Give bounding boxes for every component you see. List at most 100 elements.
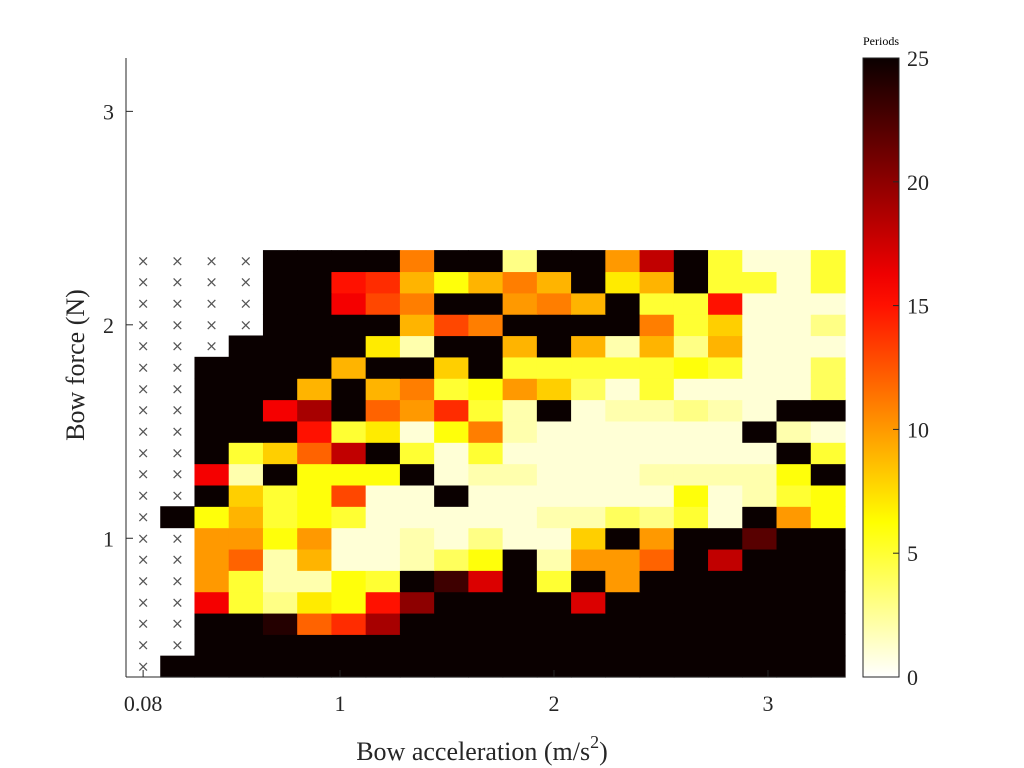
heatmap-cell	[194, 463, 230, 486]
heatmap-cell	[399, 548, 435, 571]
heatmap-cell	[810, 634, 846, 657]
heatmap-cell	[262, 506, 298, 529]
heatmap-cell	[331, 634, 367, 657]
heatmap-cell	[673, 292, 709, 315]
heatmap-cell	[639, 442, 675, 465]
colorbar-tick-label: 15	[907, 294, 929, 319]
heatmap-cell	[262, 484, 298, 507]
heatmap-cell	[776, 634, 812, 657]
heatmap-cell	[262, 378, 298, 401]
heatmap-cell	[160, 506, 196, 529]
heatmap-cell	[673, 314, 709, 337]
heatmap-cell	[708, 442, 743, 465]
heatmap-cell	[297, 570, 333, 593]
heatmap-cell	[297, 356, 333, 379]
heatmap-cell	[742, 570, 778, 593]
no-data-marker: ×	[171, 401, 184, 419]
heatmap-cell	[194, 420, 230, 443]
heatmap-cell	[571, 506, 606, 529]
heatmap-cell	[708, 484, 743, 507]
y-tick-label: 2	[103, 313, 114, 338]
heatmap-cell	[742, 378, 778, 401]
heatmap-cell	[571, 612, 606, 635]
no-data-marker: ×	[137, 593, 150, 611]
heatmap-cell	[262, 292, 298, 315]
heatmap-cell	[331, 506, 367, 529]
heatmap-cell	[708, 548, 743, 571]
heatmap-cell	[331, 378, 367, 401]
heatmap-cell	[605, 570, 641, 593]
heatmap-cell	[399, 399, 435, 422]
heatmap-cell	[331, 463, 367, 486]
no-data-marker: ×	[171, 380, 184, 398]
heatmap-cell	[536, 314, 572, 337]
heatmap-cell	[502, 612, 538, 635]
heatmap-cell	[536, 399, 572, 422]
heatmap-cell	[571, 634, 606, 657]
colorbar-tick-label: 20	[907, 170, 929, 195]
heatmap-cell	[194, 591, 230, 614]
heatmap-cell	[708, 399, 743, 422]
heatmap-cell	[297, 378, 333, 401]
heatmap-cell	[331, 591, 367, 614]
no-data-marker: ×	[240, 273, 253, 291]
heatmap-cell	[399, 314, 435, 337]
no-data-marker: ×	[137, 636, 150, 654]
heatmap-cell	[673, 250, 709, 273]
heatmap-cell	[742, 527, 778, 550]
heatmap-cell	[571, 442, 606, 465]
heatmap-cell	[605, 292, 641, 315]
heatmap-cell	[605, 314, 641, 337]
heatmap-cell	[297, 250, 333, 273]
heatmap-cell	[434, 356, 469, 379]
heatmap-cell	[708, 292, 743, 315]
heatmap-cell	[399, 527, 435, 550]
heatmap-cell	[331, 570, 367, 593]
heatmap-cell	[262, 271, 298, 294]
heatmap-cell	[742, 292, 778, 315]
no-data-marker: ×	[171, 359, 184, 377]
heatmap-cell	[468, 356, 504, 379]
heatmap-cell	[605, 527, 641, 550]
heatmap-cell	[365, 420, 401, 443]
heatmap-cell	[571, 484, 606, 507]
heatmap-cell	[673, 570, 709, 593]
heatmap-cell	[297, 506, 333, 529]
heatmap-cell	[673, 655, 709, 678]
heatmap-cell	[365, 655, 401, 678]
heatmap-cell	[536, 442, 572, 465]
heatmap-cell	[468, 314, 504, 337]
heatmap-cell	[536, 612, 572, 635]
no-data-marker: ×	[137, 401, 150, 419]
heatmap-cell	[399, 378, 435, 401]
heatmap-cell	[536, 463, 572, 486]
no-data-marker: ×	[171, 465, 184, 483]
heatmap-cell	[502, 378, 538, 401]
heatmap-cell	[639, 271, 675, 294]
heatmap-cell	[742, 314, 778, 337]
heatmap-cell	[776, 335, 812, 358]
heatmap-cell	[297, 612, 333, 635]
no-data-marker: ×	[137, 615, 150, 633]
heatmap-cell	[673, 356, 709, 379]
no-data-marker: ×	[137, 444, 150, 462]
no-data-marker: ×	[137, 252, 150, 270]
heatmap-cell	[673, 527, 709, 550]
colorbar-tick-label: 0	[907, 665, 918, 690]
heatmap-cell	[708, 570, 743, 593]
heatmap-cell	[365, 442, 401, 465]
heatmap-cell	[708, 314, 743, 337]
heatmap-cell	[810, 612, 846, 635]
heatmap-cell	[571, 314, 606, 337]
y-tick-label: 3	[103, 99, 114, 124]
no-data-marker: ×	[137, 551, 150, 569]
heatmap-cell	[194, 506, 230, 529]
heatmap-cell	[536, 271, 572, 294]
heatmap-cell	[673, 463, 709, 486]
heatmap-cell	[468, 420, 504, 443]
heatmap-cell	[810, 548, 846, 571]
heatmap-cell	[502, 250, 538, 273]
no-data-marker: ×	[137, 572, 150, 590]
heatmap-cell	[297, 634, 333, 657]
no-data-marker: ×	[137, 487, 150, 505]
